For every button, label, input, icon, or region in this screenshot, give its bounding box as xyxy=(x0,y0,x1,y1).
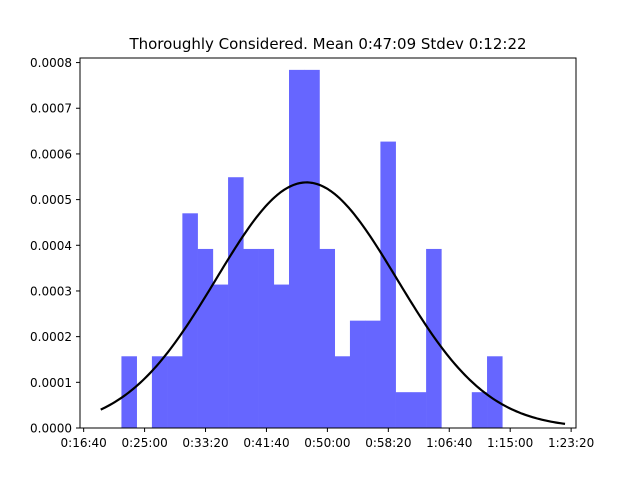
x-tick-label: 1:06:40 xyxy=(426,436,472,450)
histogram-bar xyxy=(395,392,412,428)
histogram-bar xyxy=(243,248,259,428)
histogram-bar xyxy=(471,392,488,428)
x-tick-label: 0:58:20 xyxy=(365,436,411,450)
x-tick-label: 0:33:20 xyxy=(182,436,228,450)
y-tick-label: 0.0002 xyxy=(30,330,72,344)
y-tick-label: 0.0006 xyxy=(30,147,72,161)
histogram-bar xyxy=(151,356,168,428)
y-axis: 0.0000 0.0001 0.0002 0.0003 0.0004 0.0005 0.00… xyxy=(30,56,80,436)
histogram-bar xyxy=(228,177,244,428)
histogram-bar xyxy=(319,248,336,428)
x-tick-label: 1:15:00 xyxy=(487,436,533,450)
histogram-bar xyxy=(273,284,290,428)
x-tick-label: 1:23:20 xyxy=(548,436,594,450)
x-tick-label: 0:41:40 xyxy=(243,436,289,450)
y-tick-label: 0.0003 xyxy=(30,284,72,298)
histogram-bar xyxy=(380,141,396,428)
histogram-bar xyxy=(349,320,366,428)
histogram-bar xyxy=(289,69,305,429)
y-tick-label: 0.0007 xyxy=(30,102,72,116)
histogram-bar xyxy=(212,284,229,428)
x-tick-label: 0:50:00 xyxy=(304,436,350,450)
normal-curve-line xyxy=(100,181,566,425)
x-tick-label: 0:16:40 xyxy=(61,436,107,450)
y-tick-label: 0.0008 xyxy=(30,56,72,70)
plot-frame xyxy=(79,57,577,429)
y-tick-label: 0.0005 xyxy=(30,193,72,207)
x-axis: 0:16:40 0:25:00 0:33:20 0:41:40 0:50:00 0:58:… xyxy=(61,428,594,450)
histogram-bar xyxy=(258,248,275,428)
y-tick-label: 0.0001 xyxy=(30,376,72,390)
histogram-bar xyxy=(304,69,320,429)
histogram-bar xyxy=(334,356,351,428)
chart-title: Thoroughly Considered. Mean 0:47:09 Stde… xyxy=(128,35,526,53)
histogram-bar xyxy=(365,320,381,428)
histogram-bar xyxy=(197,248,214,428)
y-tick-label: 0.0004 xyxy=(30,239,72,253)
x-tick-label: 0:25:00 xyxy=(121,436,167,450)
histogram-bar xyxy=(410,392,427,428)
histogram-bar xyxy=(487,356,503,428)
y-tick-label: 0.0000 xyxy=(30,422,72,436)
histogram-bar xyxy=(167,356,183,428)
